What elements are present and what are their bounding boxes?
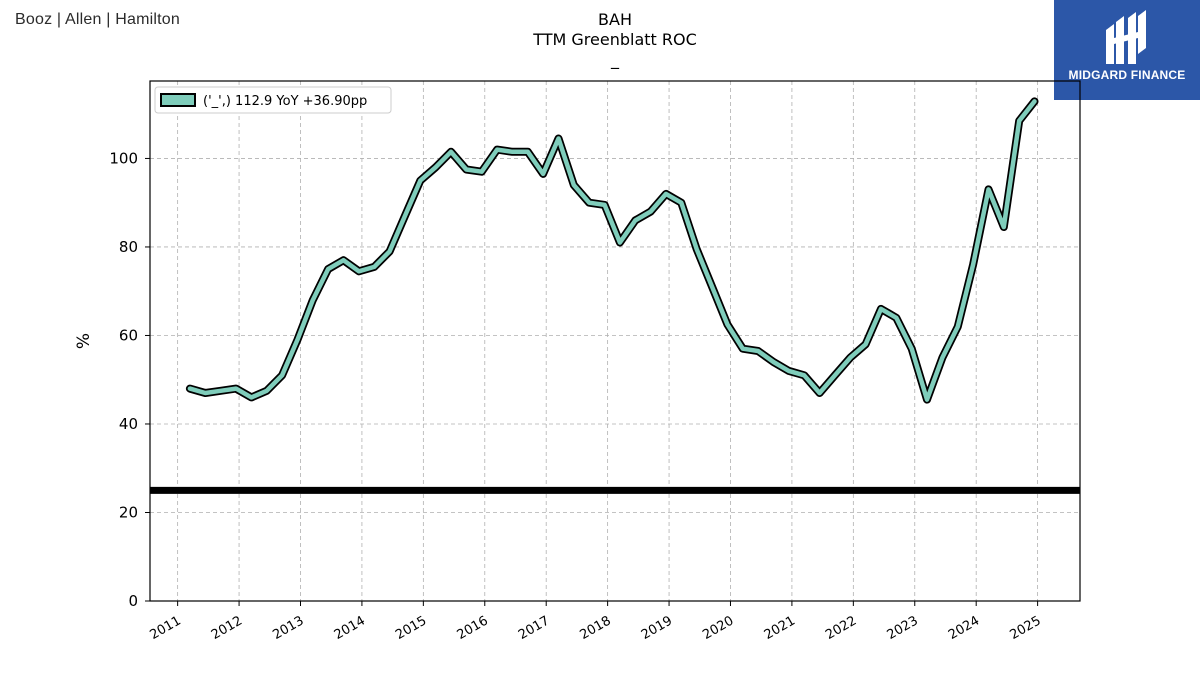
brand-logo-box: MIDGARD FINANCE	[1054, 0, 1200, 100]
chart-title: BAH TTM Greenblatt ROC _	[415, 10, 815, 70]
x-tick-label: 2012	[209, 613, 245, 643]
series-line	[187, 99, 1037, 402]
legend-box	[154, 86, 392, 114]
series-layer	[185, 97, 1039, 404]
x-tick-label: 2016	[455, 613, 491, 643]
chart-title-subtitle: _	[611, 50, 619, 69]
x-tick-label: 2023	[885, 613, 921, 643]
grid-lines	[150, 81, 1080, 602]
legend-swatch	[160, 93, 196, 107]
axes: 0 20 40 60 80 100 2011 2012 2013 2014 2015 2016 2017…	[74, 80, 1081, 643]
brand-logo-icon	[1106, 10, 1146, 64]
x-tick-label: 2015	[393, 613, 429, 643]
x-tick-label: 2013	[270, 613, 306, 643]
y-tick-label: 80	[119, 238, 138, 256]
series-line-outline	[185, 97, 1039, 404]
x-tick-label: 2024	[946, 613, 982, 643]
plot-frame	[149, 80, 1081, 602]
company-logo: Booz | Allen | Hamilton	[15, 11, 180, 28]
legend: ('_',) 112.9 YoY +36.90pp	[154, 86, 392, 114]
y-tick-label: 0	[128, 592, 138, 610]
x-tick-label: 2025	[1007, 613, 1043, 643]
x-tick-label: 2011	[147, 613, 183, 643]
x-tick-label: 2020	[700, 613, 736, 643]
y-tick-label: 60	[119, 326, 138, 344]
y-tick-label: 40	[119, 415, 138, 433]
x-tick-label: 2014	[332, 613, 368, 643]
x-tick-label: 2018	[577, 613, 613, 643]
x-tick-label: 2022	[823, 613, 859, 643]
y-tick-label: 100	[109, 149, 138, 167]
x-tick-label: 2021	[762, 613, 798, 643]
x-tick-label: 2019	[639, 613, 675, 643]
brand-name: MIDGARD FINANCE	[1068, 68, 1186, 82]
y-axis-label: %	[74, 333, 94, 349]
legend-label: ('_',) 112.9 YoY +36.90pp	[203, 94, 367, 109]
y-tick-label: 20	[119, 503, 138, 521]
x-tick-label: 2017	[516, 613, 552, 643]
chart-title-ticker: BAH	[598, 10, 632, 29]
chart-title-metric: TTM Greenblatt ROC	[533, 30, 697, 49]
